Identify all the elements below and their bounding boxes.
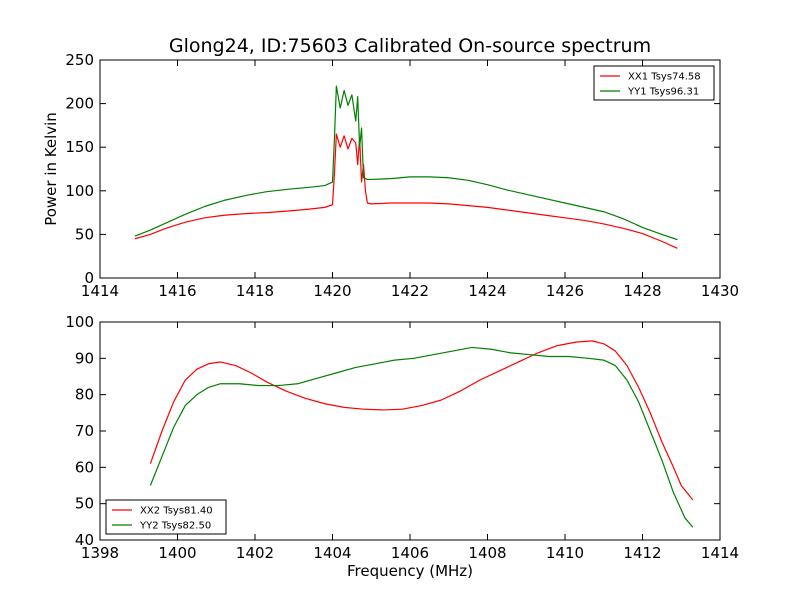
x-tick-label: 1416 <box>158 282 196 300</box>
x-tick-label: 1428 <box>623 282 661 300</box>
x-tick-label: 1408 <box>468 544 506 562</box>
legend-label: XX2 Tsys81.40 <box>140 506 213 517</box>
x-tick-label: 1400 <box>158 544 196 562</box>
y-tick-label: 100 <box>65 182 94 200</box>
legend-box <box>593 65 715 101</box>
x-tick-label: 1430 <box>701 282 739 300</box>
series-line-1 <box>134 85 678 241</box>
y-axis-ticks: 0 50 100 150 200 250 <box>65 51 720 287</box>
x-tick-label: 1404 <box>313 544 351 562</box>
x-axis-ticks: 1414 1416 1418 1420 1422 1424 1426 1428 1430 <box>81 60 739 300</box>
bottom-chart: Frequency (MHz) 1398 1400 1402 1404 1406 1408… <box>65 313 739 580</box>
series-group <box>149 340 694 528</box>
chart-title: Glong24, ID:75603 Calibrated On-source s… <box>169 35 651 57</box>
x-tick-label: 1412 <box>623 544 661 562</box>
series-line-1 <box>149 346 694 528</box>
legend: XX1 Tsys74.58 YY1 Tsys96.31 <box>593 65 715 101</box>
y-axis-label: Power in Kelvin <box>42 112 60 226</box>
series-line-0 <box>134 133 678 249</box>
x-tick-label: 1402 <box>236 544 274 562</box>
legend-label: XX1 Tsys74.58 <box>628 72 701 83</box>
y-tick-label: 50 <box>75 495 94 513</box>
y-tick-label: 90 <box>75 349 94 367</box>
x-tick-label: 1410 <box>546 544 584 562</box>
y-tick-label: 60 <box>75 458 94 476</box>
legend-box <box>105 499 227 535</box>
series-line-0 <box>149 340 694 501</box>
legend: XX2 Tsys81.40 YY2 Tsys82.50 <box>105 499 227 535</box>
x-tick-label: 1414 <box>81 282 119 300</box>
y-tick-label: 100 <box>65 313 94 331</box>
legend-label: YY1 Tsys96.31 <box>627 87 699 98</box>
y-axis-ticks: 40 50 60 70 80 90 100 <box>65 313 720 549</box>
series-group <box>134 85 678 249</box>
y-tick-label: 70 <box>75 422 94 440</box>
x-tick-label: 1418 <box>236 282 274 300</box>
y-tick-label: 80 <box>75 386 94 404</box>
y-tick-label: 0 <box>84 269 94 287</box>
legend-label: YY2 Tsys82.50 <box>139 521 211 532</box>
y-tick-label: 150 <box>65 138 94 156</box>
y-tick-label: 250 <box>65 51 94 69</box>
x-axis-ticks: 1398 1400 1402 1404 1406 1408 1410 1412 1414 <box>81 322 739 562</box>
x-tick-label: 1424 <box>468 282 506 300</box>
y-tick-label: 200 <box>65 95 94 113</box>
x-tick-label: 1426 <box>546 282 584 300</box>
x-tick-label: 1398 <box>81 544 119 562</box>
x-axis-label: Frequency (MHz) <box>347 562 473 580</box>
top-chart: Glong24, ID:75603 Calibrated On-source s… <box>42 35 739 300</box>
y-tick-label: 50 <box>75 225 94 243</box>
x-tick-label: 1422 <box>391 282 429 300</box>
x-tick-label: 1414 <box>701 544 739 562</box>
x-tick-label: 1406 <box>391 544 429 562</box>
x-tick-label: 1420 <box>313 282 351 300</box>
y-tick-label: 40 <box>75 531 94 549</box>
